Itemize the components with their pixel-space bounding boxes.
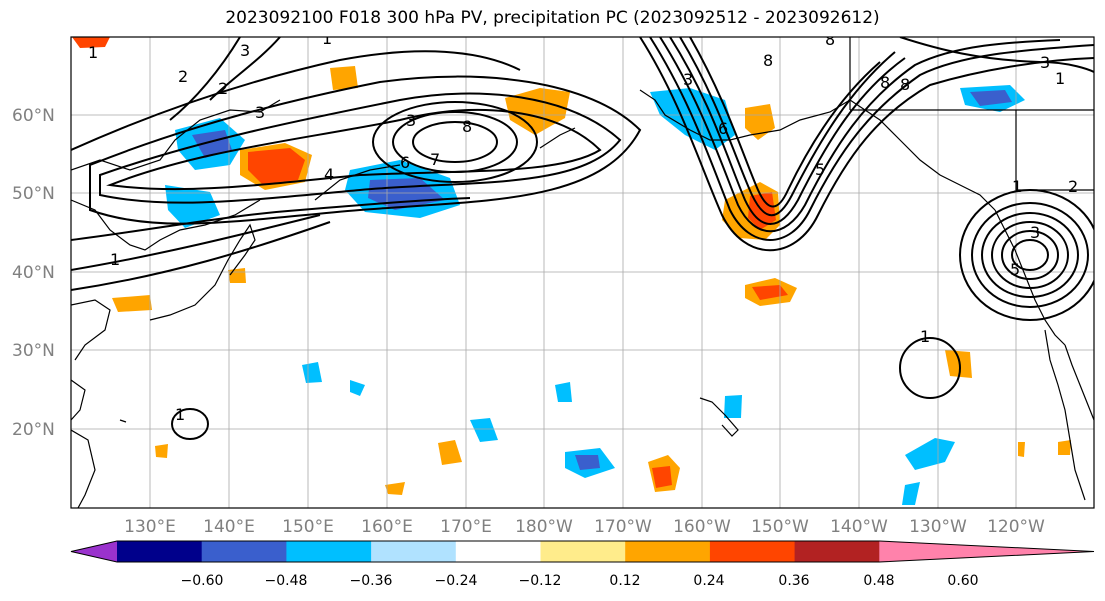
- contour-label: 3: [406, 111, 416, 130]
- colorbar-tick-label: 0.12: [609, 573, 640, 589]
- lon-label: 170°W: [594, 517, 652, 537]
- lon-label: 140°W: [830, 517, 888, 537]
- lat-label: 30°N: [12, 341, 55, 361]
- map-title: 2023092100 F018 300 hPa PV, precipitatio…: [225, 8, 880, 28]
- lon-label: 160°E: [361, 517, 413, 537]
- contour-label: 1: [322, 29, 332, 48]
- contour-label: 5: [1010, 260, 1020, 279]
- pv-contours: [71, 37, 1094, 440]
- colorbar-segment: [201, 541, 287, 562]
- colorbar-tick-label: −0.60: [181, 573, 224, 589]
- colorbar-tick-label: −0.36: [350, 573, 393, 589]
- colorbar-tick-label: −0.24: [435, 573, 478, 589]
- colorbar-segment: [455, 541, 541, 562]
- colorbar-segment: [286, 541, 372, 562]
- lat-label: 20°N: [12, 420, 55, 440]
- colorbar-outline: [70, 540, 1095, 563]
- contour-label: 8: [900, 75, 910, 94]
- lon-label: 150°E: [282, 517, 334, 537]
- colorbar-extend-high: [879, 541, 1094, 562]
- contour-label: 1: [88, 43, 98, 62]
- lat-label: 50°N: [12, 184, 55, 204]
- colorbar-tick-label: −0.48: [265, 573, 308, 589]
- lat-label: 40°N: [12, 263, 55, 283]
- colorbar-segment: [794, 541, 880, 562]
- lon-label: 150°W: [751, 517, 809, 537]
- contour-label: 8: [763, 51, 773, 70]
- contour-label: 4: [324, 165, 334, 184]
- colorbar-segment: [117, 541, 203, 562]
- colorbar-tick-label: −0.12: [519, 573, 562, 589]
- contour-label: 1: [1055, 69, 1065, 88]
- lon-label: 130°W: [909, 517, 967, 537]
- contour-label: 3: [240, 41, 250, 60]
- contour-label: 8: [880, 73, 890, 92]
- lon-label: 160°W: [673, 517, 731, 537]
- contour-label: 8: [462, 117, 472, 136]
- contour-label: 1: [110, 250, 120, 269]
- colorbar-tick-labels: −0.60 −0.48 −0.36 −0.24 −0.12 0.12 0.24 …: [181, 573, 979, 589]
- contour-label: 1: [175, 405, 185, 424]
- contour-label: 2: [218, 79, 228, 98]
- contour-label: 2: [178, 67, 188, 86]
- colorbar-segment: [709, 541, 796, 562]
- contour-label: 7: [430, 150, 440, 169]
- map-frame: [70, 36, 1095, 509]
- lon-label: 130°E: [124, 517, 176, 537]
- contour-label: 3: [683, 70, 693, 89]
- contour-label: 3: [255, 103, 265, 122]
- contour-label: 1: [920, 327, 930, 346]
- contour-label: 8: [825, 30, 835, 49]
- lon-label: 120°W: [987, 517, 1045, 537]
- contour-label: 3: [1040, 53, 1050, 72]
- colorbar-segment: [625, 541, 711, 562]
- lat-label: 60°N: [12, 106, 55, 126]
- lon-label: 140°E: [203, 517, 255, 537]
- colorbar-extend-low: [71, 541, 117, 562]
- map-plot-area: [71, 37, 1094, 508]
- contour-label: 5: [815, 160, 825, 179]
- contour-label: 6: [718, 119, 728, 138]
- colorbar-segment: [540, 541, 626, 562]
- longitude-labels: 130°E 140°E 150°E 160°E 170°E 180°W 170°…: [124, 517, 1045, 537]
- contour-label: 3: [1030, 223, 1040, 242]
- colorbar-tick-label: 0.48: [863, 573, 894, 589]
- contour-label: 6: [400, 153, 410, 172]
- colorbar: [70, 540, 1095, 563]
- colorbar-segment: [371, 541, 457, 562]
- contour-label: 2: [1068, 177, 1078, 196]
- colorbar-tick-label: 0.24: [693, 573, 724, 589]
- lon-label: 170°E: [440, 517, 492, 537]
- contour-label: 1: [1012, 177, 1022, 196]
- contour-labels: 1 3 2 2 3 1 4 6 7 8 3 1 3 6 8 8 5 8 8 3 …: [88, 29, 1078, 424]
- lon-label: 180°W: [515, 517, 573, 537]
- latitude-labels: 60°N 50°N 40°N 30°N 20°N: [12, 106, 55, 440]
- colorbar-tick-label: 0.60: [947, 573, 978, 589]
- colorbar-tick-label: 0.36: [778, 573, 809, 589]
